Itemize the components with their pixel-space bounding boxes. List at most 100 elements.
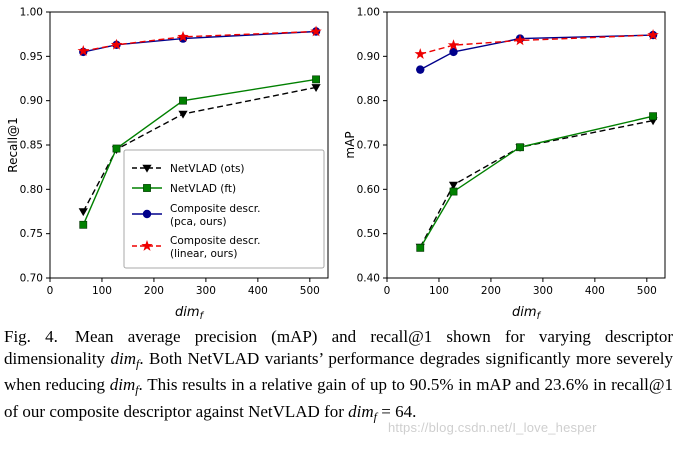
- star-marker: [310, 25, 322, 37]
- figure-caption: Fig. 4. Mean average precision (mAP) and…: [4, 326, 673, 427]
- x-axis-label: dimf: [175, 305, 205, 320]
- square-marker: [312, 75, 320, 84]
- legend-frame: [123, 149, 325, 269]
- circle-marker: [449, 47, 458, 57]
- y-tick-label: 0.70: [357, 140, 380, 152]
- watermark-url: https://blog.csdn.net/I_love_hesper: [388, 420, 597, 435]
- caption-segment: dim: [348, 401, 374, 421]
- axes: 0 100 200 300 400 500 0.70 0.75 0.80 0.85 0.90 0.95…: [6, 7, 329, 322]
- y-tick-label: 1.00: [357, 7, 380, 19]
- star-marker: [647, 29, 659, 40]
- y-tick-label: 0.95: [20, 51, 43, 63]
- square-marker: [516, 143, 524, 152]
- series-composite-descr-pca-ours: [416, 30, 658, 74]
- series-line: [82, 86, 317, 212]
- x-tick-label: 500: [637, 285, 657, 297]
- axes: 0 100 200 300 400 500 0.40 0.50 0.60 0.70 0.80 0.90…: [343, 7, 666, 322]
- caption-segment: = 64.: [376, 401, 417, 421]
- legend: NetVLAD (ots) NetVLAD (ft) Composite descr…: [123, 149, 325, 269]
- triangle-down-marker: [142, 164, 152, 173]
- series-composite-descr-linear-ours: [77, 25, 322, 56]
- y-tick-label: 0.80: [357, 95, 380, 107]
- y-tick-label: 0.70: [20, 273, 43, 285]
- x-tick-label: 300: [533, 285, 553, 297]
- series-composite-descr-linear-ours: [414, 29, 659, 59]
- star-marker: [77, 45, 89, 56]
- caption-segment: f: [136, 356, 140, 371]
- series-line: [419, 34, 654, 71]
- x-tick-label: 0: [47, 285, 54, 297]
- y-tick-label: 0.40: [357, 273, 380, 285]
- series-line: [419, 115, 654, 249]
- legend-label: NetVLAD (ft): [170, 183, 236, 195]
- series-line: [83, 30, 317, 52]
- legend-label: (pca, ours): [170, 216, 227, 228]
- x-axis-label: dimf: [512, 305, 542, 320]
- caption-segment: dim: [110, 349, 137, 368]
- triangle-down-marker: [178, 110, 188, 119]
- caption-segment: Fig. 4. Mean average precision (mAP) and…: [4, 327, 673, 368]
- y-axis-label: mAP: [343, 131, 357, 158]
- square-marker: [112, 144, 121, 153]
- legend-label: Composite descr.: [170, 235, 260, 247]
- series-line: [82, 78, 317, 226]
- square-marker: [416, 243, 425, 252]
- series-netvlad-ft: [79, 75, 320, 229]
- star-marker: [514, 34, 526, 46]
- circle-marker: [142, 209, 152, 219]
- series-line: [419, 119, 654, 248]
- x-tick-label: 200: [144, 285, 164, 297]
- x-tick-label: 0: [384, 285, 391, 297]
- map-chart: 0 100 200 300 400 500 0.40 0.50 0.60 0.70 0.80 0.90…: [341, 2, 674, 322]
- x-tick-label: 400: [248, 285, 268, 297]
- series-netvlad-ft: [416, 112, 657, 252]
- y-tick-label: 0.50: [357, 228, 380, 240]
- triangle-down-marker: [311, 84, 321, 92]
- legend-label: Composite descr.: [170, 203, 260, 215]
- axes-frame: [386, 11, 666, 279]
- y-axis-label: Recall@1: [6, 117, 20, 172]
- recall-chart-svg: 0 100 200 300 400 500 0.70 0.75 0.80 0.85 0.90 0.95…: [6, 7, 329, 322]
- square-marker: [449, 187, 458, 196]
- caption-segment: f: [373, 408, 377, 423]
- y-tick-label: 0.85: [20, 140, 43, 152]
- x-tick-label: 100: [92, 285, 112, 297]
- map-chart-svg: 0 100 200 300 400 500 0.40 0.50 0.60 0.70 0.80 0.90…: [343, 7, 666, 322]
- caption-segment: . This results in a relative gain of up …: [4, 375, 673, 421]
- x-tick-label: 200: [481, 285, 501, 297]
- square-marker: [649, 112, 657, 121]
- triangle-down-marker: [448, 181, 459, 190]
- star-marker: [141, 240, 153, 251]
- y-tick-label: 0.75: [20, 228, 43, 240]
- x-tick-label: 300: [196, 285, 216, 297]
- star-marker: [414, 48, 426, 59]
- star-marker: [177, 30, 189, 42]
- star-marker: [447, 39, 460, 51]
- x-tick-label: 500: [300, 285, 320, 297]
- y-tick-label: 0.80: [20, 184, 43, 196]
- series-netvlad-ots: [415, 117, 658, 252]
- caption-segment: f: [135, 382, 139, 397]
- series-line: [83, 30, 317, 53]
- x-tick-label: 400: [585, 285, 605, 297]
- caption-segment: dim: [109, 375, 136, 395]
- series-composite-descr-pca-ours: [79, 27, 321, 57]
- circle-marker: [416, 65, 425, 74]
- y-tick-label: 0.60: [357, 184, 380, 196]
- square-marker: [143, 184, 151, 192]
- x-tick-label: 100: [429, 285, 449, 297]
- y-tick-label: 0.90: [357, 51, 380, 63]
- y-tick-label: 0.90: [20, 95, 43, 107]
- square-marker: [179, 96, 187, 105]
- y-tick-label: 1.00: [20, 7, 43, 19]
- legend-label: NetVLAD (ots): [170, 163, 245, 175]
- legend-label: (linear, ours): [170, 248, 237, 260]
- charts-row: 0 100 200 300 400 500 0.70 0.75 0.80 0.85 0.90 0.95…: [4, 2, 674, 322]
- triangle-down-marker: [78, 208, 88, 217]
- caption-segment: . Both NetVLAD variants’ performance deg…: [4, 349, 674, 395]
- series-line: [420, 34, 654, 55]
- recall-chart: 0 100 200 300 400 500 0.70 0.75 0.80 0.85 0.90 0.95…: [4, 2, 337, 322]
- star-marker: [110, 38, 123, 50]
- square-marker: [79, 220, 88, 229]
